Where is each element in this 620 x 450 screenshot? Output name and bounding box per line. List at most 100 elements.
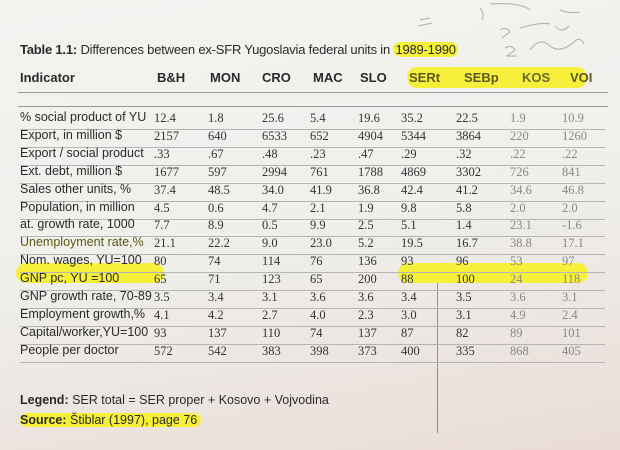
cell-cro: 0.5 bbox=[262, 218, 278, 233]
cell-voi: 10.9 bbox=[562, 111, 584, 125]
row-divider bbox=[20, 236, 605, 238]
cell-mon: 542 bbox=[208, 343, 227, 358]
cell-slo: 2.3 bbox=[358, 307, 374, 322]
cell-slo: 36.8 bbox=[358, 182, 380, 197]
cell-sert: 4869 bbox=[401, 164, 426, 179]
row-label: Ext. debt, million $ bbox=[20, 163, 123, 178]
row-divider bbox=[20, 343, 605, 345]
row-divider bbox=[20, 218, 605, 220]
row-divider bbox=[20, 200, 605, 202]
cell-kos: 868 bbox=[510, 343, 529, 358]
cell-cro: 6533 bbox=[262, 128, 287, 143]
cell-cro: 123 bbox=[262, 272, 281, 287]
row-label: People per doctor bbox=[20, 342, 119, 357]
table-source: Source: Štiblar (1997), page 76 bbox=[20, 413, 202, 427]
col-sert: SERt bbox=[409, 70, 441, 85]
row-label: Nom. wages, YU=100 bbox=[20, 253, 142, 268]
cell-sert: 5344 bbox=[401, 128, 426, 143]
cell-sebp: 3.5 bbox=[456, 290, 472, 304]
cell-mac: 761 bbox=[310, 164, 329, 179]
table-row: GNP pc, YU =100 65 71 123 65 200 88 100 24 118 bbox=[20, 271, 605, 292]
table-row: at. growth rate, 1000 7.7 8.9 0.5 9.9 2.5 5.1 1… bbox=[20, 217, 605, 238]
cell-slo: 2.5 bbox=[358, 218, 374, 233]
row-label: Unemployment rate,% bbox=[20, 235, 144, 250]
cell-slo: 373 bbox=[358, 343, 377, 358]
cell-sert: 3.4 bbox=[401, 290, 417, 304]
cell-mon: 48.5 bbox=[208, 182, 230, 197]
cell-sebp: 22.5 bbox=[456, 111, 478, 125]
handwritten-pencil-notes bbox=[417, 3, 585, 57]
row-label: Population, in million bbox=[20, 199, 135, 214]
cell-sebp: 5.8 bbox=[456, 200, 472, 215]
cell-kos: 726 bbox=[510, 164, 529, 179]
row-label: % social product of YU bbox=[20, 110, 147, 124]
table-legend: Legend: SER total = SER proper + Kosovo … bbox=[20, 393, 329, 407]
col-mon: MON bbox=[210, 70, 241, 85]
cell-voi: 2.0 bbox=[562, 200, 578, 215]
table-row: Export, in million $ 2157 640 6533 652 4904 53… bbox=[20, 127, 605, 148]
cell-mon: 0.6 bbox=[208, 200, 224, 215]
col-kos: KOS bbox=[522, 70, 551, 85]
cell-mac: 2.1 bbox=[310, 200, 326, 215]
cell-slo: 137 bbox=[358, 325, 377, 340]
cell-mon: 3.4 bbox=[208, 290, 224, 304]
cell-mac: 23.0 bbox=[310, 236, 332, 251]
divider bbox=[18, 92, 608, 93]
cell-slo: 4904 bbox=[358, 128, 383, 143]
cell-bh: 80 bbox=[154, 254, 167, 269]
cell-mon: 4.2 bbox=[208, 307, 224, 322]
row-divider bbox=[20, 308, 605, 309]
col-cro: CRO bbox=[262, 70, 291, 85]
cell-sert: .29 bbox=[401, 146, 417, 161]
table-row: People per doctor 572 542 383 398 373 400 335 86… bbox=[20, 342, 605, 363]
col-mac: MAC bbox=[313, 70, 343, 85]
cell-voi: 841 bbox=[562, 164, 581, 179]
cell-kos: 34.6 bbox=[510, 182, 532, 197]
table-row: Capital/worker,YU=100 93 137 110 74 137 87 82 89… bbox=[20, 324, 605, 345]
row-label: Capital/worker,YU=100 bbox=[20, 324, 149, 339]
cell-voi: 97 bbox=[562, 254, 575, 269]
cell-bh: 1677 bbox=[154, 164, 179, 179]
cell-cro: 3.1 bbox=[262, 290, 278, 304]
cell-mac: 9.9 bbox=[310, 218, 326, 233]
row-label: Export, in million $ bbox=[20, 127, 123, 142]
cell-voi: .22 bbox=[562, 146, 578, 161]
cell-sert: 9.8 bbox=[401, 200, 417, 215]
cell-bh: 4.1 bbox=[154, 307, 170, 322]
cell-sebp: 3864 bbox=[456, 128, 481, 143]
cell-kos: 1.9 bbox=[510, 111, 526, 125]
table-row: Unemployment rate,% 21.1 22.2 9.0 23.0 5.2 19.… bbox=[20, 235, 605, 256]
cell-bh: 2157 bbox=[154, 128, 179, 143]
cell-slo: .47 bbox=[358, 146, 374, 161]
cell-sebp: 41.2 bbox=[456, 182, 478, 197]
cell-kos: 38.8 bbox=[510, 236, 532, 251]
cell-kos: 89 bbox=[510, 325, 523, 340]
col-voi: VOI bbox=[570, 70, 593, 85]
cell-cro: 2994 bbox=[262, 164, 287, 179]
col-slo: SLO bbox=[360, 70, 387, 85]
cell-sert: 35.2 bbox=[401, 111, 423, 125]
cell-bh: .33 bbox=[154, 146, 170, 161]
cell-mon: 1.8 bbox=[208, 111, 224, 125]
cell-kos: 4.9 bbox=[510, 307, 526, 322]
cell-mon: 597 bbox=[208, 164, 227, 179]
cell-mac: 5.4 bbox=[310, 111, 326, 125]
highlighted-years: 1989-1990 bbox=[393, 42, 458, 57]
cell-voi: 1260 bbox=[562, 128, 587, 143]
row-divider bbox=[20, 254, 605, 256]
cell-bh: 12.4 bbox=[154, 111, 176, 125]
cell-mon: 137 bbox=[208, 325, 227, 340]
cell-slo: 5.2 bbox=[358, 236, 374, 251]
cell-mac: 74 bbox=[310, 325, 323, 340]
pen-mark bbox=[437, 283, 438, 433]
cell-mon: 22.2 bbox=[208, 236, 230, 251]
table-row: Nom. wages, YU=100 80 74 114 76 136 93 96 53 97 bbox=[20, 253, 605, 274]
cell-cro: 4.7 bbox=[262, 200, 278, 215]
row-divider bbox=[20, 164, 605, 166]
cell-sert: 3.0 bbox=[401, 307, 417, 322]
cell-cro: 114 bbox=[262, 254, 281, 269]
cell-cro: 34.0 bbox=[262, 182, 284, 197]
table-row: GNP growth rate, 70-89 3.5 3.4 3.1 3.6 3.6 3.4… bbox=[20, 289, 605, 309]
cell-bh: 21.1 bbox=[154, 236, 176, 251]
table-row: Export / social product .33 .67 .48 .23 .47 .2… bbox=[20, 146, 605, 166]
